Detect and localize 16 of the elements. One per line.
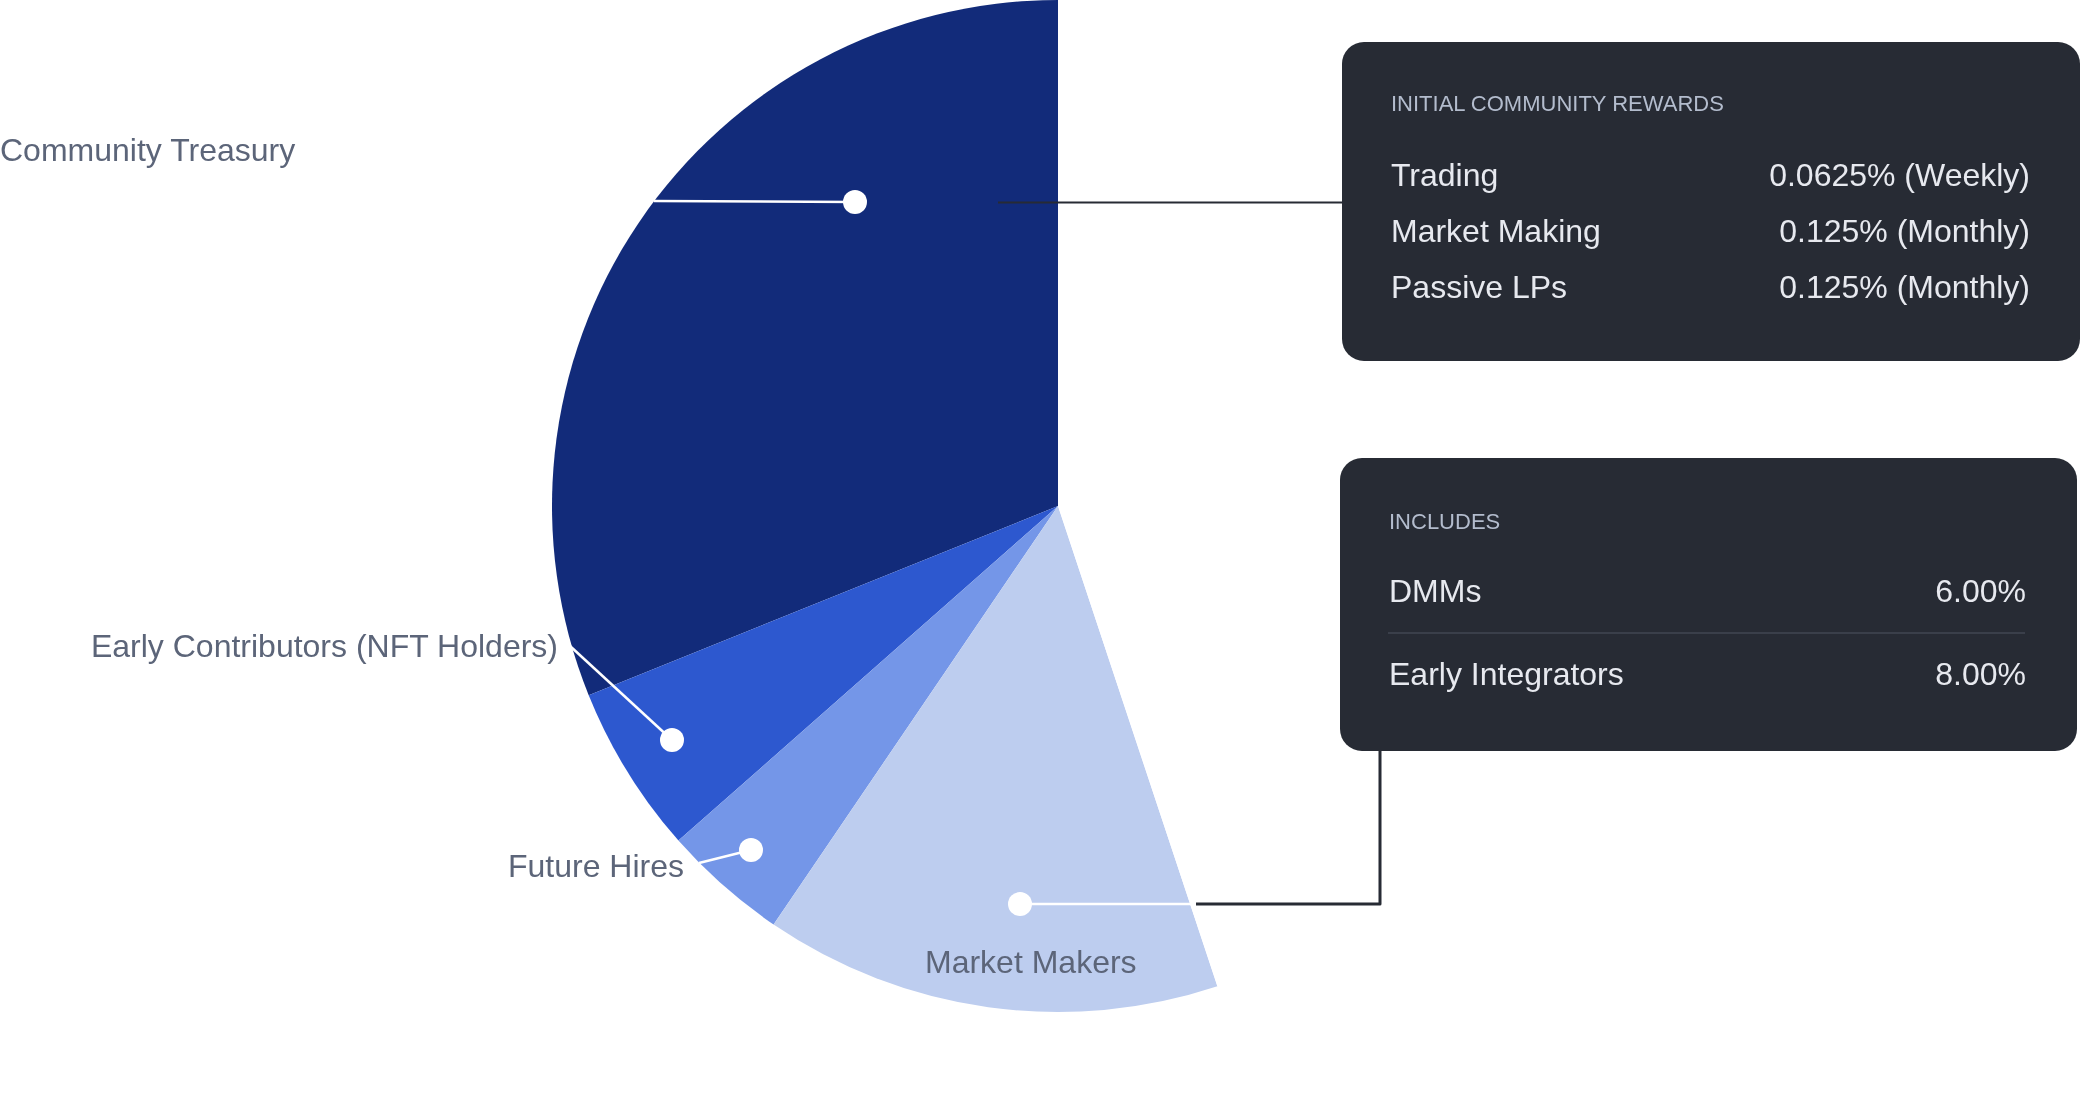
text: Trading [1391, 155, 1499, 195]
text: 8.00% [1935, 654, 2026, 694]
text: 0.125% (Monthly) [1779, 211, 2030, 251]
slice-label: Market Makers [925, 942, 1137, 982]
text: Early Integrators [1389, 654, 1624, 694]
text: 0.0625% (Weekly) [1769, 155, 2030, 195]
text: 6.00% [1935, 571, 2026, 611]
text: INCLUDES [1389, 508, 1501, 536]
text: 0.125% (Monthly) [1779, 267, 2030, 307]
text: DMMs [1389, 571, 1482, 611]
slice-label: Community Treasury [0, 130, 296, 170]
slice-label: Early Contributors (NFT Holders) [90, 626, 558, 666]
text: Market Making [1391, 211, 1601, 251]
text: INITIAL COMMUNITY REWARDS [1391, 90, 1724, 118]
text: Passive LPs [1391, 267, 1568, 307]
slice-label: Future Hires [507, 846, 684, 886]
